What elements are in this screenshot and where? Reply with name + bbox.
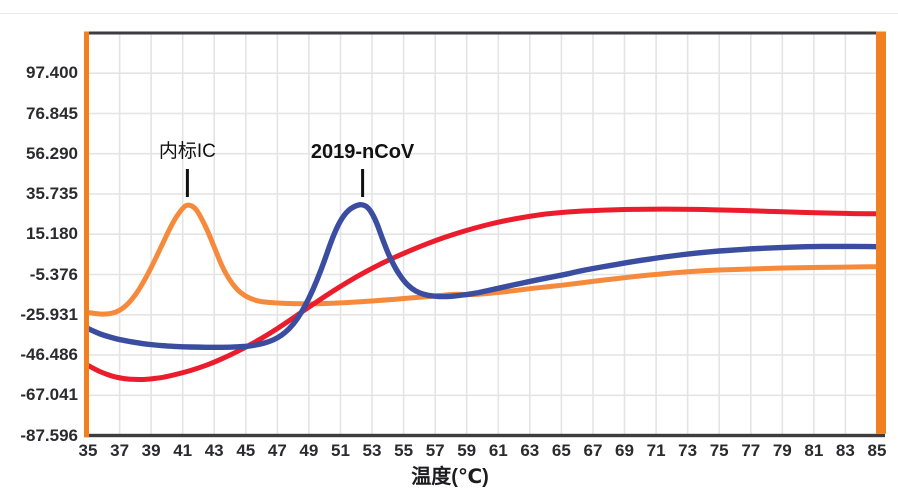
x-tick-label: 61 <box>488 441 508 460</box>
curve-red <box>85 206 880 382</box>
x-tick-label: 83 <box>835 441 855 460</box>
x-tick-label: 67 <box>583 441 603 460</box>
plot-border-left <box>84 31 89 438</box>
x-tick-label: 39 <box>141 441 161 460</box>
y-tick-label: -67.041 <box>20 385 78 405</box>
x-tick-label: 59 <box>457 441 477 460</box>
curve-orange <box>85 202 880 317</box>
x-tick-label: 71 <box>646 441 666 460</box>
y-tick-label: -87.596 <box>20 425 78 445</box>
x-tick-label: 55 <box>394 441 414 460</box>
annotation-internal-control: 内标IC <box>158 141 216 162</box>
x-tick-label: 37 <box>110 441 130 460</box>
x-tick-label: 45 <box>236 441 256 460</box>
annotation-2019-ncov: 2019-nCoV <box>310 141 415 163</box>
x-tick-label: 65 <box>551 441 571 460</box>
x-tick-label: 51 <box>331 441 350 460</box>
plot-border-right <box>876 31 886 434</box>
top-divider <box>0 13 898 14</box>
x-tick-label: 79 <box>772 441 792 460</box>
y-tick-label: 35.735 <box>26 184 78 203</box>
y-tick-label: -25.931 <box>20 304 78 324</box>
x-tick-label: 57 <box>425 441 445 460</box>
x-tick-label: 81 <box>804 441 824 460</box>
x-axis-title: 温度(℃) <box>411 466 489 488</box>
x-tick-label: 49 <box>299 441 319 460</box>
y-tick-label: 56.290 <box>26 143 78 163</box>
y-tick-label: 97.400 <box>26 63 78 83</box>
y-tick-label: 15.180 <box>26 224 78 244</box>
curve-blue <box>85 201 880 351</box>
x-tick-label: 63 <box>520 441 540 460</box>
x-tick-label: 35 <box>78 441 98 460</box>
plot-border-top <box>84 31 885 35</box>
x-tick-label: 69 <box>615 441 634 460</box>
y-tick-label: 76.845 <box>26 103 78 123</box>
x-tick-label: 73 <box>678 441 698 460</box>
x-tick-label: 75 <box>709 441 729 460</box>
x-tick-label: 77 <box>741 441 761 460</box>
x-tick-label: 47 <box>267 441 287 460</box>
x-tick-label: 53 <box>362 441 382 460</box>
x-tick-label: 85 <box>867 441 887 460</box>
y-tick-label: -46.486 <box>20 345 78 364</box>
x-tick-label: 43 <box>204 441 224 460</box>
x-tick-label: 41 <box>173 441 193 460</box>
plot-border-bottom <box>84 433 885 438</box>
y-tick-label: -5.376 <box>29 264 78 284</box>
